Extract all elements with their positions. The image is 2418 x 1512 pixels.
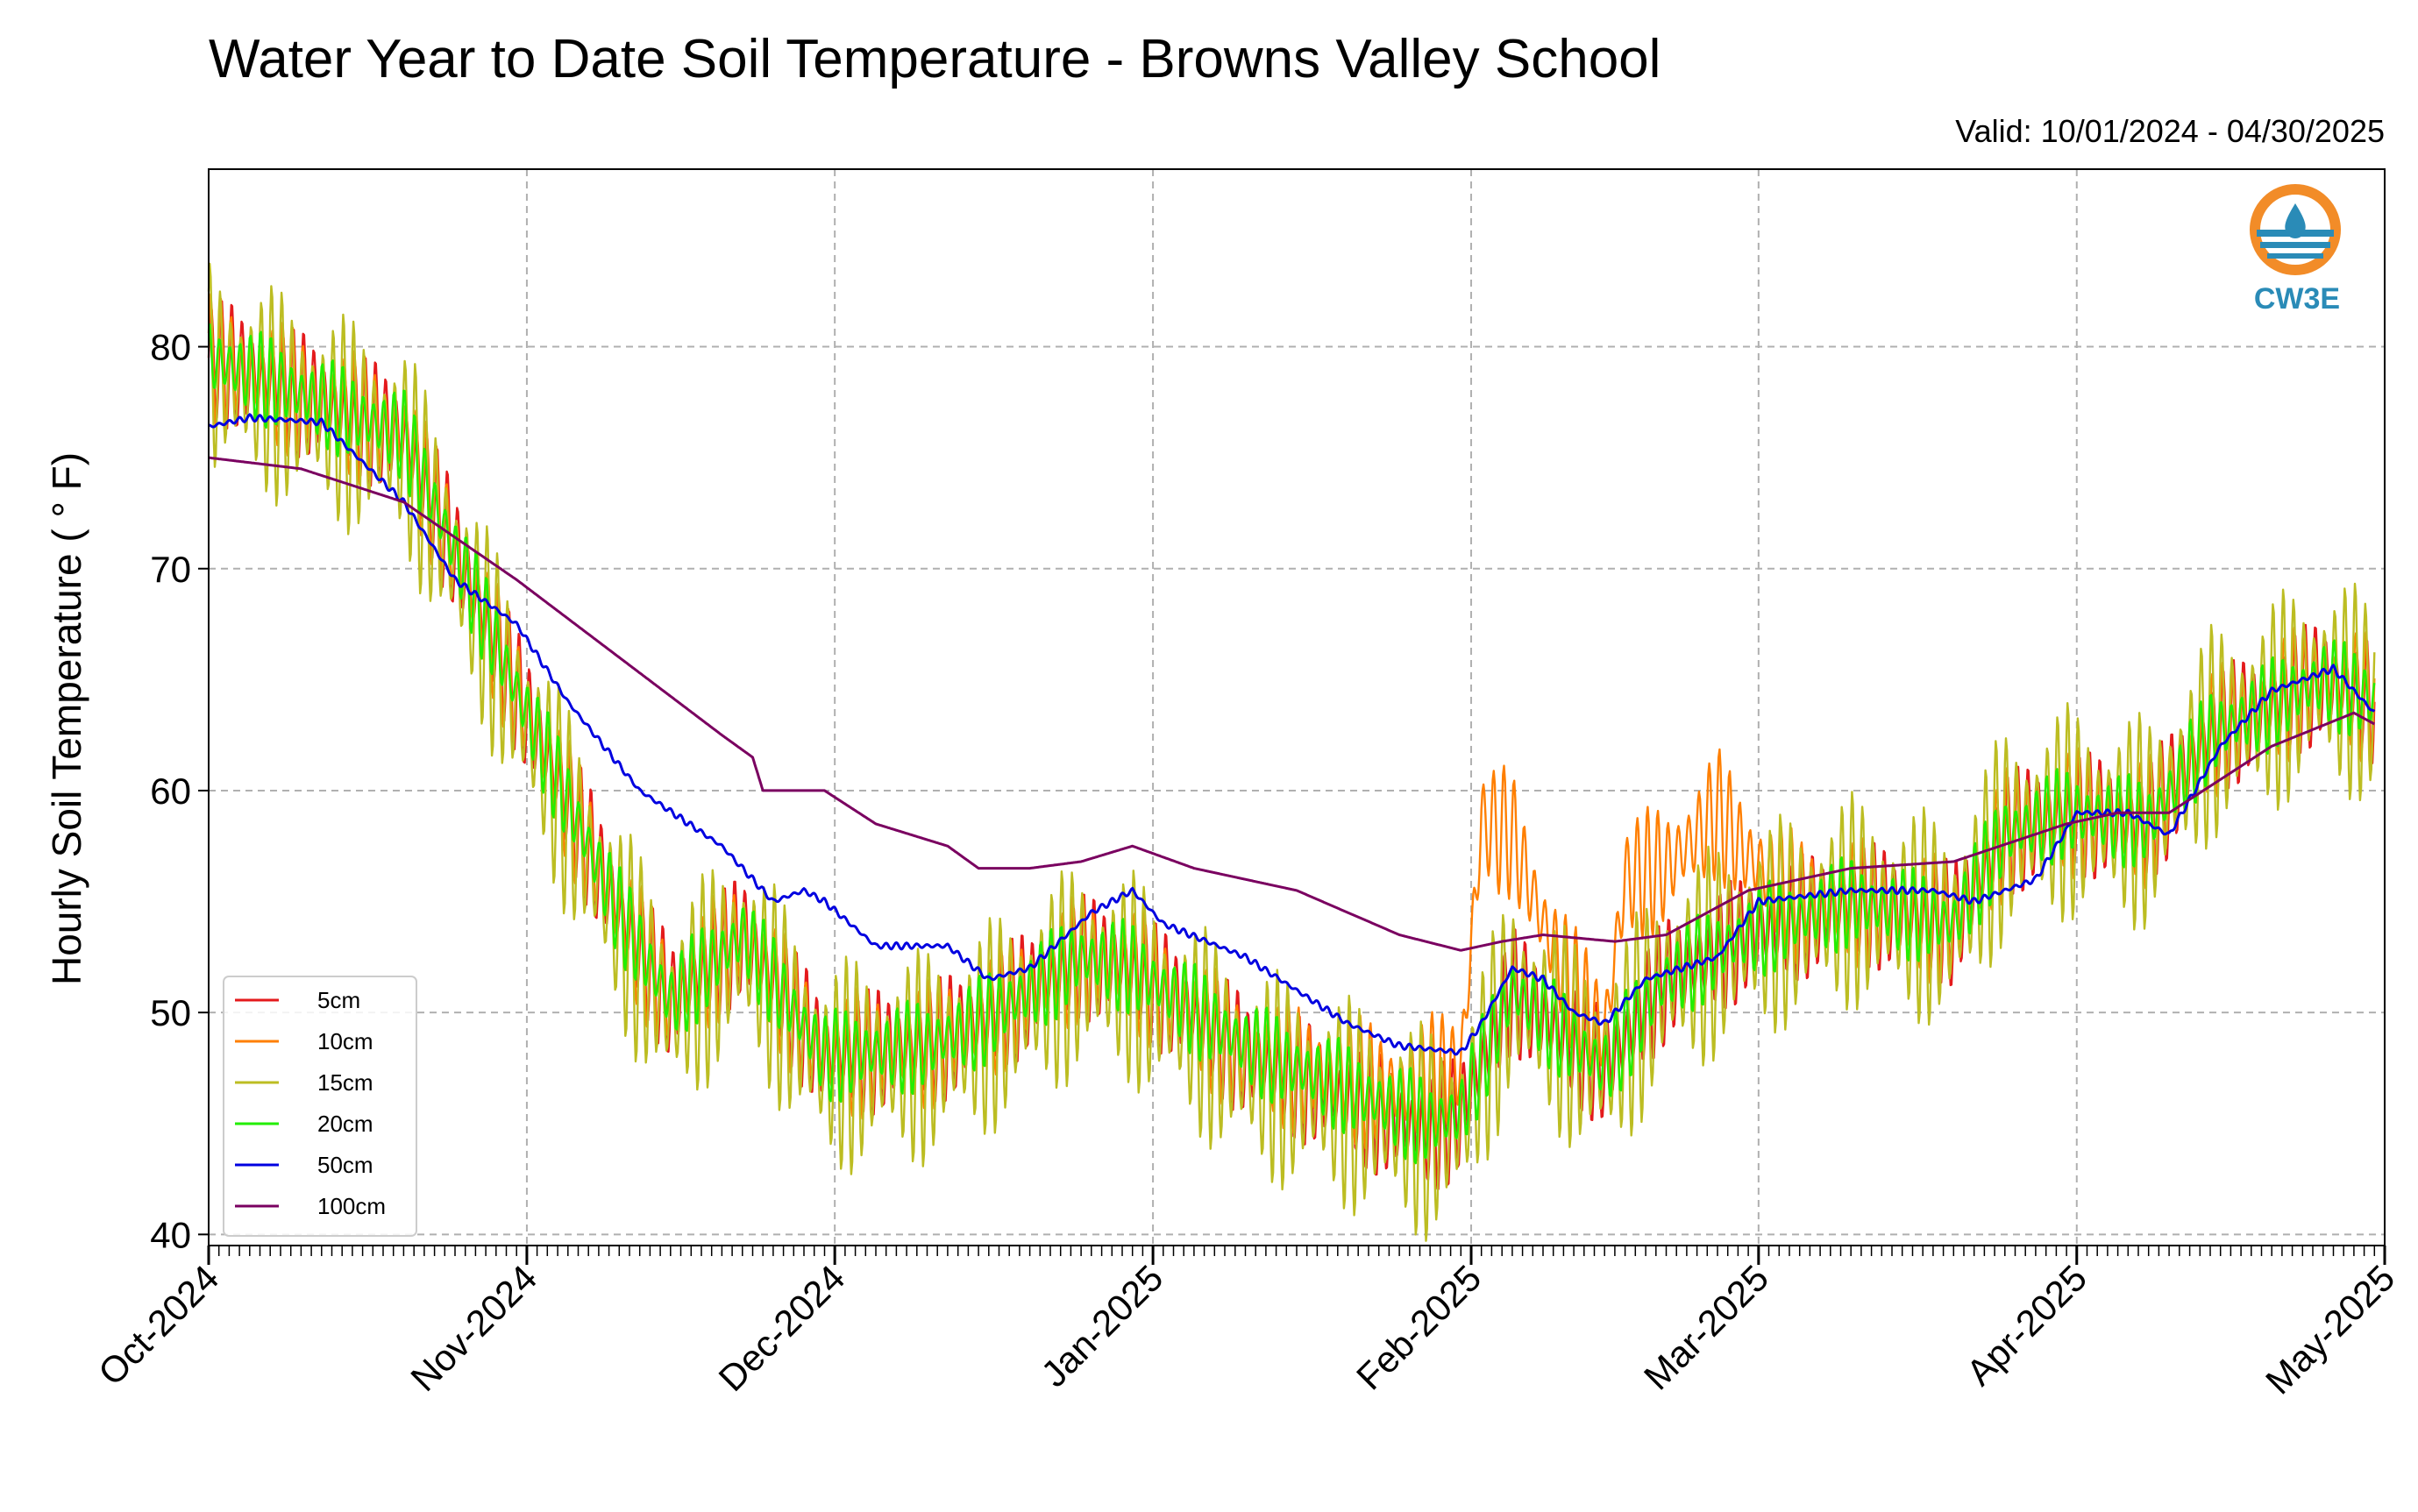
chart-subtitle: Valid: 10/01/2024 - 04/30/2025 — [1955, 113, 2385, 149]
water-drop-icon — [2285, 203, 2306, 238]
y-axis-label: Hourly Soil Temperature ( ° F) — [44, 452, 89, 985]
y-tick-labels: 40 50 60 70 80 — [150, 327, 209, 1255]
y-tick-label: 80 — [150, 327, 191, 368]
legend-label-20cm: 20cm — [317, 1111, 373, 1137]
series-layer — [207, 262, 2376, 1242]
y-tick-label: 70 — [150, 549, 191, 590]
logo-wave-icon — [2267, 253, 2323, 259]
legend-label-5cm: 5cm — [317, 987, 360, 1013]
logo-wave-icon — [2260, 242, 2330, 248]
series-line-15cm — [207, 262, 2376, 1242]
legend-label-100cm: 100cm — [317, 1193, 386, 1219]
legend-label-10cm: 10cm — [317, 1028, 373, 1054]
series-line-20cm — [208, 323, 2376, 1165]
legend: 5cm 10cm 15cm 20cm 50cm 100cm — [223, 976, 417, 1237]
series-line-50cm — [208, 413, 2376, 1056]
series-line-100cm — [208, 456, 2375, 952]
y-tick-label: 40 — [150, 1214, 191, 1255]
logo-ring-icon — [2250, 184, 2341, 275]
y-tick-label: 50 — [150, 992, 191, 1033]
y-tick-label: 60 — [150, 770, 191, 812]
cw3e-logo: CW3E — [2250, 184, 2341, 316]
logo-text: CW3E — [2254, 282, 2340, 316]
chart-title: Water Year to Date Soil Temperature - Br… — [209, 29, 1661, 89]
legend-label-15cm: 15cm — [317, 1069, 373, 1096]
legend-label-50cm: 50cm — [317, 1152, 373, 1178]
